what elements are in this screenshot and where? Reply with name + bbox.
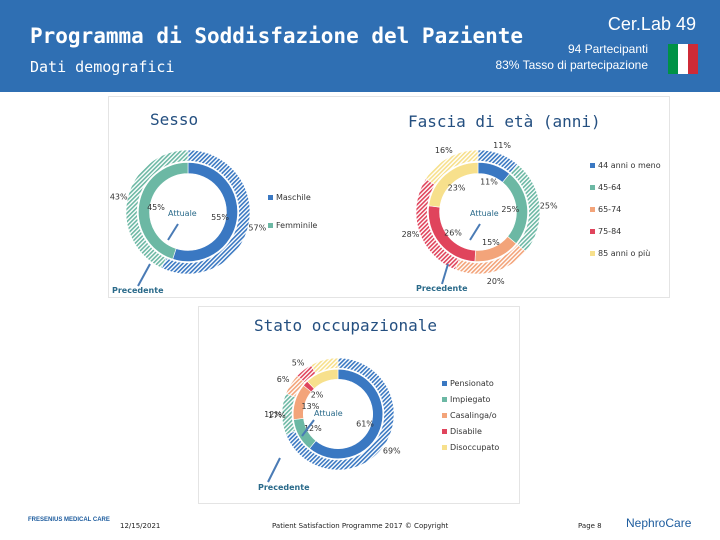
outer-ring-data-label: 57% — [248, 223, 266, 232]
inner-ring-data-label: 2% — [311, 390, 324, 399]
legend-swatch — [268, 223, 273, 228]
legend-entry: 65-74 — [598, 205, 621, 214]
inner-ring-slice-1 — [138, 162, 189, 260]
previous-period-label: Precedente — [416, 284, 468, 293]
company-logo: FRESENIUS MEDICAL CARE — [28, 517, 110, 523]
inner-ring-data-label: 12% — [304, 424, 322, 433]
inner-ring-data-label: 23% — [448, 184, 466, 193]
outer-ring-data-label: 5% — [292, 359, 305, 368]
chart-title-employment: Stato occupazionale — [254, 316, 438, 335]
legend-swatch — [590, 185, 595, 190]
participants-count: 94 Partecipanti — [567, 42, 648, 56]
legend-swatch — [268, 195, 273, 200]
legend-swatch — [442, 381, 447, 386]
footer-page-number: Page 8 — [578, 522, 602, 530]
current-period-label: Attuale — [168, 209, 197, 218]
outer-ring-data-label: 11% — [493, 141, 511, 150]
legend-entry: 44 anni o meno — [598, 161, 661, 170]
legend-swatch — [442, 429, 447, 434]
legend-entry: Maschile — [276, 193, 311, 202]
outer-ring-data-label: 16% — [435, 146, 453, 155]
footer-copyright: Patient Satisfaction Programme 2017 © Co… — [272, 522, 449, 530]
legend-swatch — [590, 251, 595, 256]
outer-ring-data-label: 69% — [383, 447, 401, 456]
previous-period-arrow-icon — [441, 263, 449, 285]
outer-ring-data-label: 12% — [264, 410, 282, 419]
legend-entry: Disabile — [450, 427, 482, 436]
page-title: Programma di Soddisfazione del Paziente — [30, 24, 524, 48]
age-donut-chart: 11% 25% 15% 26% 23% 11% 25% 20% 28% 16% Attuale Pre… — [402, 141, 661, 293]
legend-swatch — [590, 229, 595, 234]
legend-entry: Pensionato — [450, 379, 494, 388]
company-name: FRESENIUS MEDICAL CARE — [28, 517, 110, 523]
italy-flag-icon — [668, 44, 698, 74]
previous-period-arrow-icon — [137, 263, 151, 287]
inner-ring-data-label: 15% — [482, 238, 500, 247]
outer-ring-data-label: 28% — [402, 230, 420, 239]
chart-title-age: Fascia di età (anni) — [408, 112, 601, 131]
inner-ring-data-label: 45% — [147, 203, 165, 212]
outer-ring-slice-4 — [310, 357, 339, 375]
inner-ring-data-label: 11% — [480, 177, 498, 186]
chart-title-sex: Sesso — [150, 110, 199, 129]
previous-period-label: Precedente — [258, 483, 310, 492]
legend-entry: Disoccupato — [450, 443, 499, 452]
outer-ring-slice-1 — [125, 149, 189, 269]
participation-rate: 83% Tasso di partecipazione — [495, 58, 648, 72]
previous-period-arrow-icon — [267, 457, 281, 483]
outer-ring-data-label: 25% — [540, 201, 558, 210]
nephrocare-logo: NephroCare — [626, 516, 692, 530]
outer-ring-data-label: 43% — [110, 193, 128, 202]
inner-ring-data-label: 26% — [444, 229, 462, 238]
legend-entry: 45-64 — [598, 183, 621, 192]
outer-ring-data-label: 6% — [277, 375, 290, 384]
inner-ring-data-label: 13% — [302, 402, 320, 411]
outer-ring-slice-4 — [425, 149, 479, 186]
inner-ring-slice-4 — [306, 368, 339, 390]
employment-panel — [198, 306, 520, 504]
inner-ring-slice-4 — [428, 162, 479, 208]
sex-donut-chart: 55% 45% 57% 43% Attuale Precedente Maschile Fem… — [110, 149, 317, 295]
legend-entry: 75-84 — [598, 227, 621, 236]
legend-entry: Femminile — [276, 221, 317, 230]
legend-entry: Casalinga/o — [450, 411, 497, 420]
legend-entry: Impiegato — [450, 395, 490, 404]
legend-entry: 85 anni o più — [598, 249, 650, 258]
inner-ring-data-label: 25% — [501, 205, 519, 214]
current-period-arrow-icon — [167, 223, 179, 241]
current-period-label: Attuale — [314, 409, 343, 418]
legend-swatch — [442, 413, 447, 418]
outer-ring-data-label: 20% — [487, 277, 505, 286]
inner-ring-data-label: 55% — [211, 213, 229, 222]
current-period-arrow-icon — [469, 223, 481, 241]
center-name: Cer.Lab 49 — [607, 14, 696, 34]
inner-ring-data-label: 61% — [356, 420, 374, 429]
legend-swatch — [442, 445, 447, 450]
page-subtitle: Dati demografici — [30, 58, 175, 76]
extra-data-label: 17% — [268, 411, 286, 420]
legend-swatch — [442, 397, 447, 402]
employment-donut-chart: 61% 12% 13% 2% 69% 12% 6%5% Attuale Precedente Pe… — [258, 357, 499, 492]
header-banner: Programma di Soddisfazione del Paziente … — [0, 0, 720, 92]
footer-date: 12/15/2021 — [120, 522, 161, 530]
legend-swatch — [590, 163, 595, 168]
current-period-label: Attuale — [470, 209, 499, 218]
current-period-arrow-icon — [301, 419, 315, 437]
legend-swatch — [590, 207, 595, 212]
previous-period-label: Precedente — [112, 286, 164, 295]
